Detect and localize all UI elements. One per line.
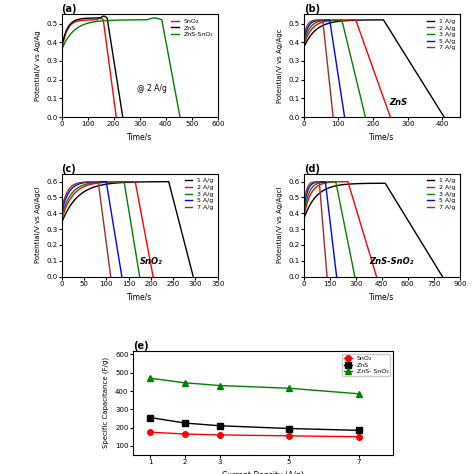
- SnO₂: [286, 433, 292, 438]
- Legend: SnO₂, ZnS, ZnS- SnO₂: SnO₂, ZnS, ZnS- SnO₂: [342, 354, 390, 376]
- ZnS: [286, 426, 292, 431]
- Y-axis label: Potential/V vs Ag/Agc: Potential/V vs Ag/Agc: [277, 28, 283, 103]
- Text: (b): (b): [304, 4, 320, 14]
- Text: (a): (a): [62, 4, 77, 14]
- Legend: SnO₂, ZnS, ZnS-SnO₂: SnO₂, ZnS, ZnS-SnO₂: [170, 18, 215, 38]
- ZnS- SnO₂: [217, 383, 222, 388]
- X-axis label: Current Density (A/g): Current Density (A/g): [222, 471, 304, 474]
- ZnS- SnO₂: [356, 391, 362, 397]
- Line: SnO₂: SnO₂: [147, 429, 362, 439]
- Y-axis label: Specific Capacitance (F/g): Specific Capacitance (F/g): [103, 357, 109, 448]
- X-axis label: Time/s: Time/s: [369, 133, 394, 142]
- SnO₂: [147, 429, 153, 435]
- Text: ZnS-SnO₂: ZnS-SnO₂: [369, 257, 414, 266]
- SnO₂: [182, 431, 188, 437]
- ZnS- SnO₂: [182, 380, 188, 386]
- Text: (c): (c): [62, 164, 76, 173]
- ZnS- SnO₂: [286, 385, 292, 391]
- Text: SnO₂: SnO₂: [140, 257, 163, 266]
- Y-axis label: Potential/V vs Ag/Agcl: Potential/V vs Ag/Agcl: [277, 187, 283, 264]
- ZnS: [147, 415, 153, 420]
- Text: (e): (e): [133, 341, 148, 351]
- Y-axis label: Potential/V vs Ag/Ag: Potential/V vs Ag/Ag: [35, 30, 41, 101]
- Legend: 1 A/g, 2 A/g, 3 A/g, 5 A/g, 7 A/g: 1 A/g, 2 A/g, 3 A/g, 5 A/g, 7 A/g: [183, 177, 215, 211]
- Y-axis label: Potential/V vs Ag/Agcl: Potential/V vs Ag/Agcl: [35, 187, 41, 264]
- ZnS: [217, 423, 222, 428]
- SnO₂: [217, 432, 222, 438]
- ZnS: [356, 428, 362, 433]
- X-axis label: Time/s: Time/s: [127, 133, 152, 142]
- SnO₂: [356, 434, 362, 439]
- ZnS: [182, 420, 188, 426]
- Legend: 1 A/g, 2 A/g, 3 A/g, 5 A/g, 7 A/g: 1 A/g, 2 A/g, 3 A/g, 5 A/g, 7 A/g: [425, 177, 456, 211]
- Line: ZnS: ZnS: [147, 415, 362, 433]
- X-axis label: Time/s: Time/s: [127, 292, 152, 301]
- X-axis label: Time/s: Time/s: [369, 292, 394, 301]
- Legend: 1 A/g, 2 A/g, 3 A/g, 5 A/g, 7 A/g: 1 A/g, 2 A/g, 3 A/g, 5 A/g, 7 A/g: [425, 18, 456, 52]
- Text: (d): (d): [304, 164, 319, 173]
- Text: @ 2 A/g: @ 2 A/g: [137, 84, 166, 93]
- ZnS- SnO₂: [147, 375, 153, 381]
- Text: ZnS: ZnS: [390, 98, 408, 107]
- Line: ZnS- SnO₂: ZnS- SnO₂: [147, 375, 362, 397]
